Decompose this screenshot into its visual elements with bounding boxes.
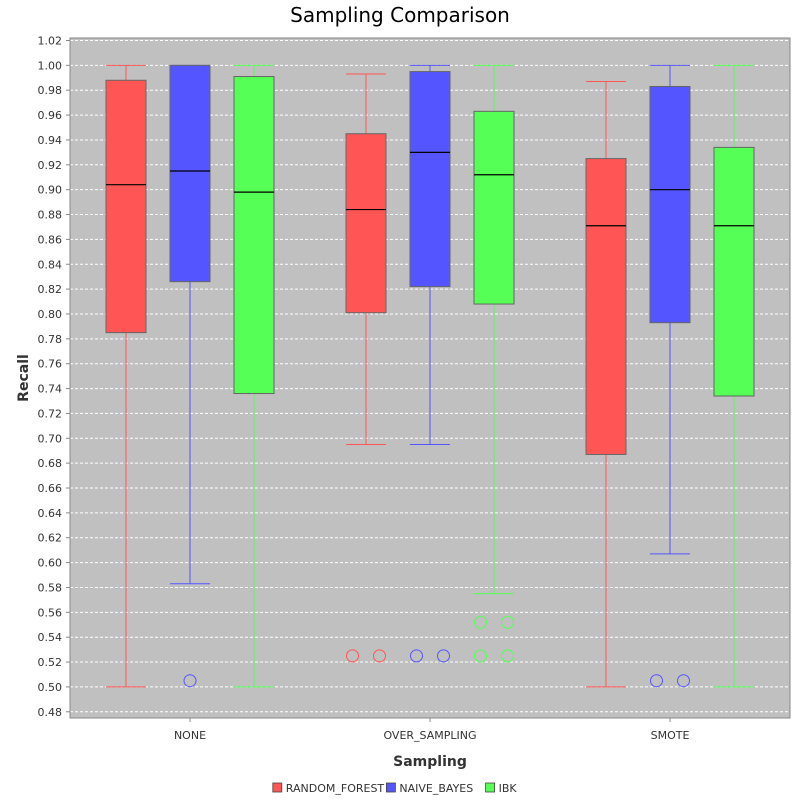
y-tick-label: 0.86 <box>38 233 63 246</box>
box-naive_bayes-smote <box>649 64 691 555</box>
box-naive_bayes-over_sampling <box>409 64 451 446</box>
y-tick-label: 0.70 <box>38 432 63 445</box>
outlier-point <box>346 649 359 663</box>
y-tick-label: 0.84 <box>38 258 63 271</box>
iqr-box <box>713 146 755 397</box>
y-axis-label: Recall <box>16 354 32 402</box>
y-tick-label: 0.68 <box>38 457 63 470</box>
y-tick-label: 0.98 <box>38 84 63 97</box>
outlier-point <box>650 674 663 688</box>
outlier-point <box>501 615 514 629</box>
box-random_forest-over_sampling <box>345 73 387 446</box>
outlier-point <box>474 649 487 663</box>
legend-swatch <box>385 782 396 793</box>
x-tick-label: SMOTE <box>651 729 690 742</box>
y-tick-label: 0.72 <box>38 407 63 420</box>
outlier-point <box>373 649 386 663</box>
y-tick-label: 0.54 <box>38 631 63 644</box>
outlier-markers <box>183 615 690 688</box>
y-tick-label: 0.76 <box>38 358 63 371</box>
box-ibk-none <box>233 64 275 688</box>
iqr-box <box>649 85 691 324</box>
box-naive_bayes-none <box>169 64 211 585</box>
outlier-point <box>437 649 450 663</box>
iqr-box <box>585 158 627 455</box>
legend-label: NAIVE_BAYES <box>399 782 473 795</box>
legend: RANDOM_FOREST NAIVE_BAYES IBK <box>272 782 518 795</box>
legend-label: RANDOM_FOREST <box>286 782 385 795</box>
y-tick-label: 0.58 <box>38 581 63 594</box>
y-tick-label: 0.48 <box>38 706 63 719</box>
iqr-box <box>169 64 211 283</box>
box-random_forest-none <box>105 64 147 688</box>
y-tick-label: 0.90 <box>38 184 63 197</box>
legend-swatch <box>485 782 496 793</box>
chart-title: Sampling Comparison <box>290 3 510 27</box>
iqr-box <box>105 79 147 334</box>
y-tick-label: 0.82 <box>38 283 63 296</box>
y-tick-label: 0.64 <box>38 507 63 520</box>
y-tick-label: 0.88 <box>38 209 63 222</box>
y-tick-label: 0.78 <box>38 333 63 346</box>
x-axis: NONE OVER_SAMPLING SMOTE <box>70 717 790 742</box>
outlier-point <box>474 615 487 629</box>
box-ibk-smote <box>713 64 755 688</box>
y-tick-label: 0.50 <box>38 681 63 694</box>
outlier-point <box>501 649 514 663</box>
y-tick-label: 1.02 <box>38 34 63 47</box>
box-random_forest-smote <box>585 81 627 688</box>
y-tick-label: 0.66 <box>38 482 63 495</box>
box-series <box>105 64 755 688</box>
y-tick-label: 1.00 <box>38 59 63 72</box>
y-tick-label: 0.80 <box>38 308 63 321</box>
legend-swatch <box>272 782 283 793</box>
y-tick-label: 0.56 <box>38 606 63 619</box>
outlier-point <box>183 674 197 688</box>
y-tick-label: 0.96 <box>38 109 63 122</box>
x-tick-label: OVER_SAMPLING <box>383 729 476 742</box>
legend-label: IBK <box>499 782 518 795</box>
y-tick-label: 0.60 <box>38 557 63 570</box>
box-ibk-over_sampling <box>473 64 515 595</box>
y-tick-label: 0.52 <box>38 656 63 669</box>
y-tick-label: 0.62 <box>38 532 63 545</box>
x-axis-label: Sampling <box>393 754 467 770</box>
iqr-box <box>409 71 451 288</box>
outlier-point <box>677 674 690 688</box>
x-tick-label: NONE <box>174 729 206 742</box>
outlier-point <box>410 649 423 663</box>
iqr-box <box>233 76 275 395</box>
y-tick-label: 0.94 <box>38 134 63 147</box>
y-tick-label: 0.92 <box>38 159 63 172</box>
iqr-box <box>345 133 387 314</box>
y-axis: 0.48 0.50 0.52 0.54 0.56 0.58 0.60 0.62 0.64 0.66… <box>38 34 71 719</box>
iqr-box <box>473 110 515 305</box>
y-tick-label: 0.74 <box>38 383 63 396</box>
